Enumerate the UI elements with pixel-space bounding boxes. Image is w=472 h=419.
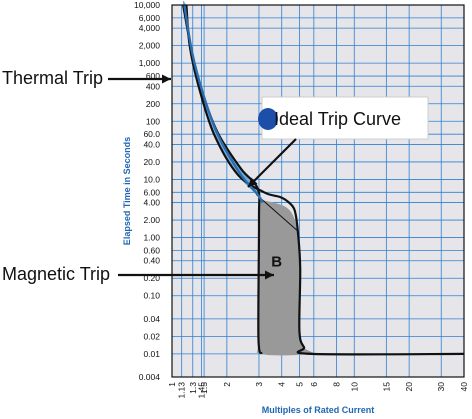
y-tick-label: 20.0 [143,157,160,167]
x-tick-label: 1.5 [199,382,209,394]
callout-arrow-head [248,177,258,187]
callout-blob-mark [258,108,278,130]
x-tick-label: 2 [222,382,232,387]
x-tick-label: 4 [277,382,287,387]
annotations: Thermal Trip Ideal Trip Curve Magnetic Tri… [2,68,429,284]
x-tick-label: 1.45 [196,382,206,399]
y-tick-label: 0.60 [143,245,160,255]
y-tick-label: 2,000 [139,41,161,51]
y-tick-label: 200 [146,99,160,109]
x-tick-label: 8 [332,382,342,387]
curve-regions: B [182,0,465,356]
y-tick-label: 400 [146,81,160,91]
x-tick-label: 30 [436,382,446,392]
y-tick-label: 600 [146,71,160,81]
y-tick-label: 60.0 [143,129,160,139]
y-tick-label: 4,000 [139,23,161,33]
x-tick-label: 1 [167,382,177,387]
x-tick-label: 5 [294,382,304,387]
y-tick-label: 1.00 [143,233,160,243]
x-tick-labels: 1 1.13 1.31.451.5 2 3 4 5 6 8 10 15 20 30 40 [167,382,469,399]
plot-background [172,5,464,377]
ideal-trip-curve-label: Ideal Trip Curve [274,109,401,129]
ideal-trip-curve-line [183,4,264,204]
x-tick-label: 1.3 [188,382,198,394]
y-tick-label: 0.20 [143,273,160,283]
y-tick-label: 2.00 [143,215,160,225]
callout-arrow-line [247,138,297,188]
y-tick-label: 10,000 [134,0,160,10]
y-tick-label: 40.0 [143,139,160,149]
y-tick-label: 0.004 [139,372,161,382]
y-tick-label: 1,000 [139,58,161,68]
x-tick-label: 15 [381,382,391,392]
y-tick-label: 4.00 [143,198,160,208]
region-divider [255,194,299,232]
plot-frame [171,4,465,378]
y-tick-label: 0.04 [143,314,160,324]
y-tick-label: 100 [146,116,160,126]
y-tick-label: 6.00 [143,187,160,197]
y-tick-label: 6,000 [139,13,161,23]
x-tick-label: 3 [254,382,264,387]
y-tick-label: 0.02 [143,331,160,341]
thermal-trip-label: Thermal Trip [2,68,103,88]
x-tick-label: 20 [404,382,414,392]
x-tick-label: 40 [459,382,469,392]
x-tick-label: 10 [349,382,359,392]
y-axis-title: Elapsed Time in Seconds [122,137,132,245]
upper-boundary-curve [185,4,465,356]
region-b-label: B [271,253,282,270]
x-tick-label: 6 [309,382,319,387]
y-tick-label: 0.01 [143,349,160,359]
y-tick-label: 0.40 [143,256,160,266]
callout-arrow-head [162,74,171,84]
y-tick-label: 10.0 [143,174,160,184]
magnetic-trip-label: Magnetic Trip [2,264,110,284]
callout-arrow-head [265,270,274,280]
x-axis-title: Multiples of Rated Current [262,405,375,415]
y-tick-label: 0.10 [143,291,160,301]
x-tick-label: 1.13 [177,382,187,399]
